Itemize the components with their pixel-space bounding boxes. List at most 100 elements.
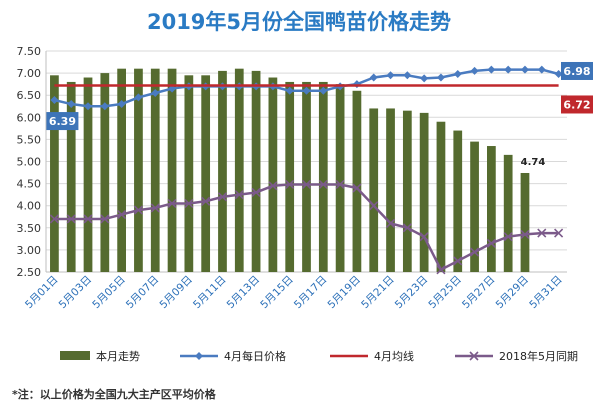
data-point bbox=[318, 179, 328, 190]
bar bbox=[453, 130, 463, 272]
bar bbox=[117, 68, 126, 273]
y-tick-label: 3.50 bbox=[17, 222, 42, 235]
bar bbox=[50, 75, 59, 272]
data-point bbox=[167, 198, 177, 209]
x-tick-label: 5月11日 bbox=[191, 274, 229, 312]
bar bbox=[285, 81, 295, 272]
data-point bbox=[201, 196, 211, 206]
bar bbox=[218, 70, 227, 272]
x-tick-label: 5月13日 bbox=[225, 274, 263, 312]
data-point bbox=[352, 80, 361, 89]
bar bbox=[100, 73, 110, 272]
data-point bbox=[385, 218, 396, 228]
data-point bbox=[469, 247, 480, 257]
data-point bbox=[386, 71, 395, 80]
data-point bbox=[268, 181, 278, 191]
y-tick-label: 7.50 bbox=[17, 45, 42, 58]
x-tick-label: 5月01日 bbox=[23, 274, 61, 312]
bar bbox=[234, 68, 244, 273]
bar bbox=[268, 77, 278, 273]
x-tick-label: 5月27日 bbox=[460, 274, 498, 312]
data-point bbox=[554, 69, 563, 78]
data-point bbox=[486, 238, 496, 248]
legend-label: 4月均线 bbox=[374, 349, 414, 363]
x-tick-label: 5月17日 bbox=[292, 274, 330, 312]
data-label: 6.72 bbox=[563, 98, 590, 111]
data-point bbox=[369, 201, 379, 211]
data-point bbox=[369, 73, 378, 82]
data-point bbox=[151, 88, 160, 97]
legend-marker bbox=[469, 351, 479, 361]
data-point bbox=[285, 179, 295, 190]
data-point bbox=[402, 223, 412, 233]
bar bbox=[520, 172, 530, 272]
data-point bbox=[84, 102, 93, 111]
data-label: 6.39 bbox=[49, 115, 76, 128]
bar bbox=[402, 110, 412, 272]
x-tick-label: 5月03日 bbox=[57, 274, 95, 312]
data-point bbox=[302, 86, 311, 95]
y-tick-label: 6.50 bbox=[17, 89, 42, 102]
x-tick-label: 5月31日 bbox=[527, 274, 565, 312]
legend: 本月走势 4月每日价格 4月均线 2018年5月同期 bbox=[60, 349, 578, 363]
data-point bbox=[503, 232, 513, 242]
data-label: 4.74 bbox=[521, 157, 546, 168]
data-point bbox=[133, 205, 144, 215]
data-point bbox=[285, 86, 294, 95]
y-tick-label: 2.50 bbox=[17, 266, 42, 279]
data-point bbox=[453, 69, 462, 78]
bar bbox=[335, 84, 345, 273]
y-tick-label: 5.50 bbox=[17, 133, 42, 146]
data-point bbox=[352, 183, 362, 193]
data-point bbox=[234, 190, 244, 200]
x-tick-label: 5月21日 bbox=[359, 274, 397, 312]
data-point bbox=[301, 179, 312, 190]
data-point bbox=[251, 187, 261, 198]
x-tick-label: 5月19日 bbox=[326, 274, 364, 312]
data-point bbox=[436, 73, 445, 82]
data-point bbox=[520, 229, 530, 239]
bar bbox=[352, 90, 362, 272]
data-point bbox=[436, 265, 446, 275]
bar-series bbox=[50, 68, 530, 273]
data-label-box bbox=[561, 95, 593, 114]
bar bbox=[419, 112, 429, 272]
bar bbox=[436, 121, 446, 272]
y-tick-label: 3.00 bbox=[17, 244, 42, 257]
data-point bbox=[453, 256, 463, 266]
data-label-box bbox=[46, 112, 79, 131]
data-point bbox=[66, 214, 76, 224]
data-point bbox=[134, 93, 143, 102]
data-point bbox=[487, 65, 496, 74]
data-point bbox=[504, 65, 513, 74]
data-point bbox=[335, 179, 345, 190]
x-tick-label: 5月25日 bbox=[426, 274, 464, 312]
data-point bbox=[554, 228, 564, 238]
bar bbox=[302, 81, 311, 272]
x-tick-label: 5月05日 bbox=[90, 274, 128, 312]
bar bbox=[470, 141, 479, 272]
data-point bbox=[67, 100, 76, 109]
bar bbox=[487, 146, 496, 272]
x-tick-label: 5月29日 bbox=[494, 274, 532, 312]
data-label: 6.98 bbox=[563, 65, 590, 78]
bar bbox=[134, 68, 143, 273]
data-point bbox=[49, 214, 59, 224]
x-tick-label: 5月09日 bbox=[157, 274, 195, 312]
line-series bbox=[49, 65, 564, 275]
bar bbox=[503, 154, 513, 272]
x-tick-label: 5月23日 bbox=[393, 274, 431, 312]
data-point bbox=[403, 71, 412, 80]
y-tick-label: 7.00 bbox=[17, 67, 42, 80]
legend-label: 2018年5月同期 bbox=[499, 349, 578, 363]
data-point bbox=[470, 66, 479, 75]
y-tick-label: 4.50 bbox=[17, 178, 42, 191]
bar bbox=[167, 68, 177, 273]
y-tick-label: 6.00 bbox=[17, 111, 42, 124]
data-point bbox=[117, 209, 127, 220]
data-point bbox=[520, 65, 529, 74]
data-point bbox=[420, 74, 429, 83]
bar bbox=[150, 68, 160, 273]
data-point bbox=[184, 198, 194, 209]
